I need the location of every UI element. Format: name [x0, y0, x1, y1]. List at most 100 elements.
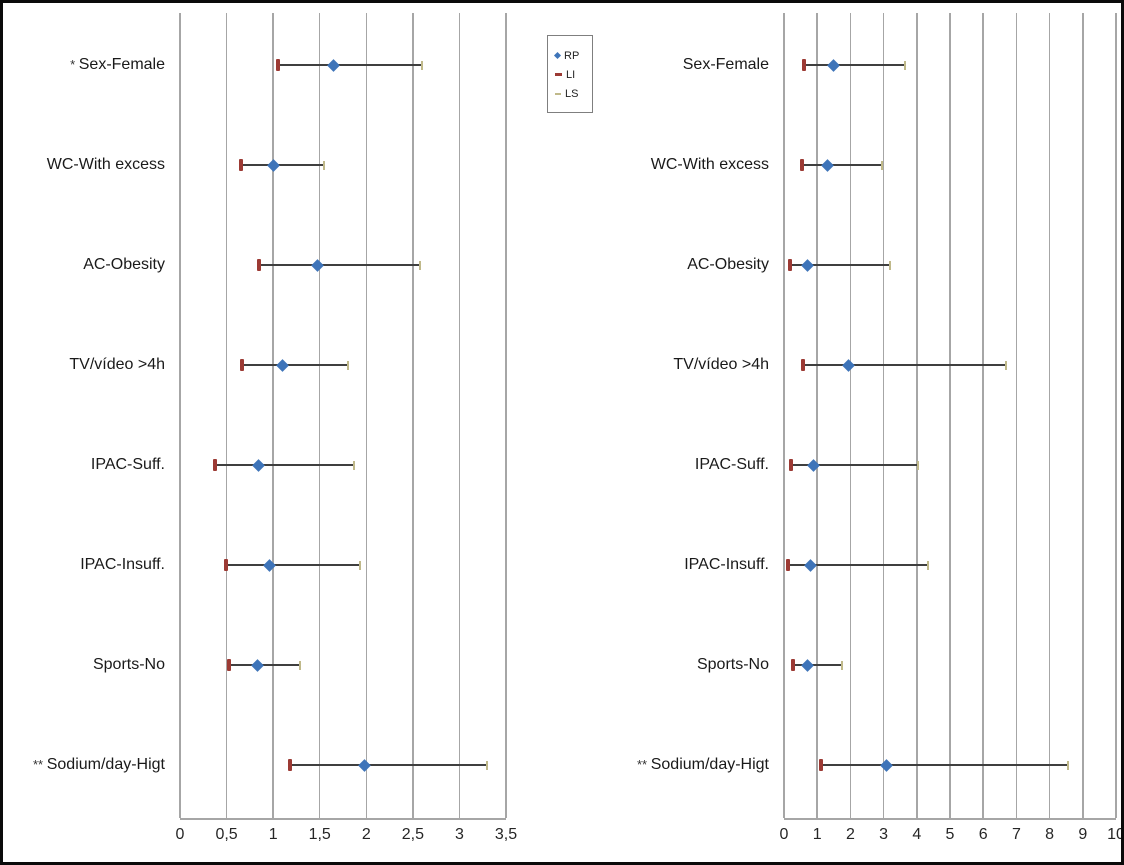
category-label-text: Sports-No — [696, 656, 769, 673]
rp-point-marker — [311, 258, 325, 272]
significance-marker: ** — [636, 757, 651, 772]
category-label-text: TV/vídeo >4h — [673, 356, 769, 373]
lower-limit-cap — [800, 159, 805, 171]
category-label: Sex-Female — [619, 54, 769, 76]
category-label-text: WC-With excess — [46, 156, 165, 173]
x-axis-line — [180, 818, 506, 820]
error-bar-line — [289, 764, 488, 766]
gridline — [849, 13, 852, 818]
error-bar-line — [820, 764, 1068, 766]
gridline — [1082, 13, 1084, 818]
lower-limit-cap — [787, 259, 792, 271]
x-axis-line — [784, 818, 1116, 820]
error-bar-line — [803, 64, 906, 66]
x-tick-label: 0 — [175, 826, 185, 843]
gridline — [458, 13, 461, 818]
gridline — [916, 13, 918, 818]
lower-limit-cap — [275, 59, 280, 71]
rp-point-marker — [800, 658, 814, 672]
category-label: * Sex-Female — [15, 54, 165, 76]
legend-label: LI — [566, 68, 576, 81]
x-tick-label: 5 — [945, 826, 955, 843]
upper-limit-cap — [346, 361, 349, 370]
upper-limit-cap — [1066, 761, 1069, 770]
lower-limit-cap — [800, 359, 805, 371]
x-tick-label: 1,5 — [308, 826, 331, 843]
chart-canvas: 0 0,5 1 1,5 2 2,5 3 3,5 * Sex-Female WC-With exce… — [3, 3, 1121, 862]
error-bar-line — [225, 564, 360, 566]
upper-limit-cap — [323, 161, 326, 170]
category-label-text: AC-Obesity — [687, 256, 769, 273]
category-label: WC-With excess — [619, 154, 769, 176]
lower-limit-cap — [818, 759, 823, 771]
x-tick-label: 0,5 — [215, 826, 238, 843]
rp-point-marker — [827, 58, 841, 72]
gridline — [225, 13, 228, 818]
gridline — [272, 13, 274, 818]
gridline — [816, 13, 818, 818]
x-tick-label: 2 — [845, 826, 855, 843]
category-label: AC-Obesity — [619, 254, 769, 276]
error-bar-line — [793, 664, 843, 666]
category-label: IPAC-Suff. — [619, 454, 769, 476]
category-label-text: Sodium/day-Higt — [46, 756, 165, 773]
error-bar-line — [277, 64, 423, 66]
category-label: Sports-No — [619, 654, 769, 676]
error-bar-line — [240, 164, 325, 166]
x-tick-label: 3 — [879, 826, 889, 843]
lower-limit-cap — [223, 559, 228, 571]
li-dash-icon — [555, 73, 562, 76]
gridline — [318, 13, 321, 818]
legend-label: LS — [565, 87, 579, 100]
upper-limit-cap — [917, 461, 920, 470]
rp-point-marker — [800, 258, 814, 272]
category-label-text: IPAC-Insuff. — [684, 556, 769, 573]
category-label-text: IPAC-Suff. — [90, 456, 165, 473]
lower-limit-cap — [227, 659, 232, 671]
significance-marker: ** — [32, 757, 47, 772]
upper-limit-cap — [486, 761, 489, 770]
error-bar-line — [242, 364, 348, 366]
x-tick-label: 1 — [268, 826, 278, 843]
gridline — [882, 13, 885, 818]
lower-limit-cap — [238, 159, 243, 171]
ls-dash-icon — [555, 92, 561, 95]
lower-limit-cap — [257, 259, 262, 271]
gridline — [1115, 13, 1117, 818]
x-tick-label: 6 — [978, 826, 988, 843]
category-label: Sports-No — [15, 654, 165, 676]
gridline — [412, 13, 414, 818]
category-label: WC-With excess — [15, 154, 165, 176]
upper-limit-cap — [419, 261, 422, 270]
error-bar-line — [802, 164, 882, 166]
lower-limit-cap — [213, 459, 218, 471]
gridline — [1015, 13, 1018, 818]
lower-limit-cap — [791, 659, 796, 671]
upper-limit-cap — [353, 461, 356, 470]
upper-limit-cap — [904, 61, 907, 70]
category-label-text: Sex-Female — [78, 56, 165, 73]
legend-label: RP — [564, 49, 580, 62]
x-tick-label: 3,5 — [494, 826, 518, 843]
rp-point-marker — [804, 558, 817, 572]
category-label: AC-Obesity — [15, 254, 165, 276]
category-label-text: Sodium/day-Higt — [650, 756, 769, 773]
upper-limit-cap — [299, 661, 302, 670]
category-label-text: IPAC-Suff. — [694, 456, 769, 473]
x-tick-label: 10 — [1107, 826, 1124, 843]
x-tick-label: 4 — [912, 826, 922, 843]
lower-limit-cap — [789, 459, 794, 471]
category-label: ** Sodium/day-Higt — [619, 754, 769, 776]
gridline — [783, 13, 785, 818]
error-bar-line — [787, 564, 929, 566]
rp-point-marker — [266, 158, 280, 172]
gridline — [949, 13, 951, 818]
x-tick-label: 7 — [1011, 826, 1021, 843]
x-tick-label: 0 — [779, 826, 789, 843]
rp-point-marker — [358, 758, 371, 772]
lower-limit-cap — [801, 59, 806, 71]
category-label-text: TV/vídeo >4h — [69, 356, 165, 373]
upper-limit-cap — [889, 261, 892, 270]
x-tick-label: 8 — [1045, 826, 1055, 843]
rp-point-marker — [327, 58, 341, 72]
